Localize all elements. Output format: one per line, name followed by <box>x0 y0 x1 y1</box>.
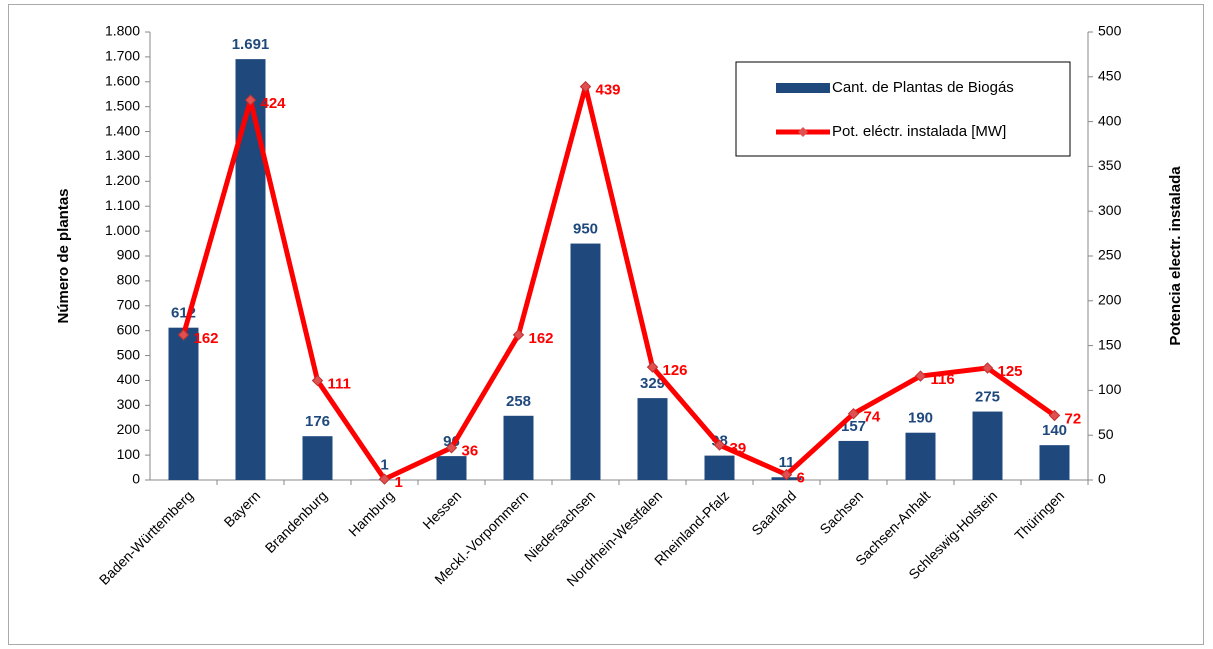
line-marker <box>579 80 592 93</box>
line-marker <box>780 468 793 481</box>
bar <box>570 243 601 480</box>
line-value-label: 424 <box>261 95 287 112</box>
y-tick-label: 1.500 <box>105 97 140 113</box>
line-marker <box>646 361 659 373</box>
line-value-label: 1 <box>395 474 403 491</box>
bar-value-label: 1.691 <box>232 36 270 53</box>
y-tick-label: 200 <box>117 421 141 437</box>
bar <box>436 456 467 480</box>
line-value-label: 39 <box>730 440 747 457</box>
legend-label: Cant. de Plantas de Biogás <box>832 79 1014 96</box>
y-tick-label: 1.600 <box>105 72 140 88</box>
line-value-label: 74 <box>864 409 881 426</box>
y-tick-label: 1.300 <box>105 147 140 163</box>
y2-axis-title: Potencia electr. instalada <box>1167 166 1184 346</box>
line-value-label: 111 <box>328 376 351 393</box>
line-value-label: 162 <box>529 330 554 347</box>
y-tick-label: 800 <box>117 272 141 288</box>
legend-box <box>735 61 1071 157</box>
y2-tick-label: 300 <box>1098 202 1122 218</box>
line-marker <box>512 329 525 341</box>
line <box>181 84 1056 482</box>
bar <box>168 327 199 480</box>
y-tick-label: 400 <box>117 371 141 387</box>
y-tick-label: 600 <box>117 321 141 337</box>
y2-tick-label: 50 <box>1098 426 1114 442</box>
y2-tick-label: 150 <box>1098 336 1122 352</box>
bar-value-label: 950 <box>573 221 598 238</box>
bar-value-label: 190 <box>908 410 933 427</box>
bar-value-label: 329 <box>640 375 665 392</box>
y-axis-title: Número de plantas <box>55 188 72 323</box>
y-tick-label: 1.100 <box>105 197 140 213</box>
line-marker <box>981 362 994 374</box>
line-value-label: 126 <box>663 362 688 379</box>
y2-tick-label: 500 <box>1098 23 1122 39</box>
line-marker <box>914 370 927 382</box>
y2-tick-label: 400 <box>1098 112 1122 128</box>
line-marker <box>713 439 726 451</box>
y-tick-label: 700 <box>117 296 141 312</box>
bar-value-label: 176 <box>305 413 330 430</box>
y-tick-label: 1.700 <box>105 48 140 64</box>
line-marker <box>244 94 257 106</box>
y-tick-label: 1.200 <box>105 172 140 188</box>
bar-value-label: 1 <box>380 457 388 474</box>
bar-value-label: 275 <box>975 389 1000 406</box>
line-value-label: 72 <box>1065 410 1082 427</box>
y-tick-label: 300 <box>117 396 141 412</box>
line-value-label: 439 <box>596 82 621 99</box>
line-value-label: 36 <box>462 443 479 460</box>
bar <box>905 432 936 480</box>
line-marker <box>445 442 458 454</box>
y-tick-label: 0 <box>132 471 140 487</box>
y-tick-label: 1.400 <box>105 122 140 138</box>
bar <box>704 455 735 480</box>
y-tick-label: 500 <box>117 346 141 362</box>
line-marker <box>1048 409 1061 422</box>
bar-value-label: 140 <box>1042 422 1067 439</box>
line-marker <box>378 473 391 485</box>
y2-tick-label: 450 <box>1098 68 1122 84</box>
bar <box>1039 445 1070 480</box>
legend-swatch <box>776 83 830 93</box>
line-marker <box>847 407 860 420</box>
bar <box>972 411 1003 480</box>
bar-value-label: 258 <box>506 393 531 410</box>
bar <box>838 440 869 480</box>
y-tick-label: 1.000 <box>105 222 140 238</box>
bar-value-label: 11 <box>779 454 795 471</box>
line-value-label: 125 <box>998 363 1023 380</box>
bar <box>637 398 668 480</box>
line-value-label: 116 <box>931 371 955 388</box>
line-value-label: 6 <box>797 470 805 487</box>
line-marker <box>311 374 324 387</box>
y-tick-label: 100 <box>117 446 141 462</box>
y2-tick-label: 250 <box>1098 247 1122 263</box>
bar <box>302 436 333 480</box>
bar <box>503 415 534 480</box>
y2-tick-label: 200 <box>1098 292 1122 308</box>
y-tick-label: 1.800 <box>105 23 140 39</box>
line-value-label: 162 <box>194 330 219 347</box>
y2-tick-label: 350 <box>1098 157 1122 173</box>
legend-marker <box>798 127 808 137</box>
line-marker <box>177 329 190 341</box>
legend-label: Pot. eléctr. instalada [MW] <box>832 123 1006 140</box>
bar <box>235 59 266 481</box>
y-tick-label: 900 <box>117 247 141 263</box>
y2-tick-label: 0 <box>1098 471 1106 487</box>
y2-tick-label: 100 <box>1098 381 1122 397</box>
